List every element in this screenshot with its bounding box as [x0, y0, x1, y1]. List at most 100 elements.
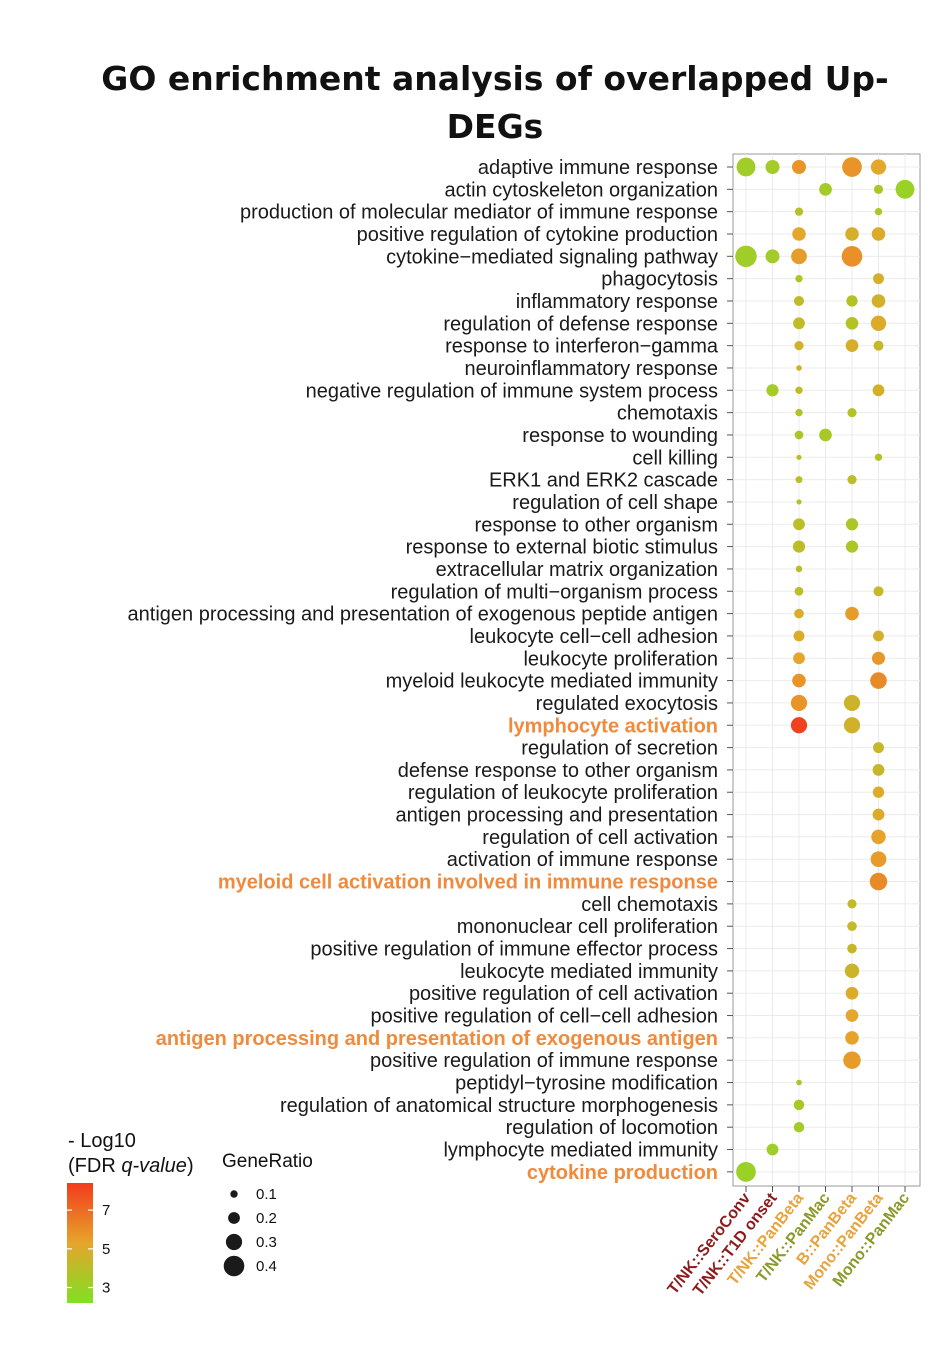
size-legend-label: 0.1	[256, 1186, 277, 1203]
dot	[796, 499, 802, 505]
chart-title: GO enrichment analysis of overlapped Up-…	[0, 55, 950, 151]
dot	[847, 475, 857, 485]
term-label: cell chemotaxis	[581, 894, 718, 916]
term-label: leukocyte cell−cell adhesion	[470, 626, 719, 648]
term-label: adaptive immune response	[478, 157, 718, 179]
term-label: myeloid cell activation involved in immu…	[218, 872, 718, 894]
dot	[795, 476, 803, 484]
term-label: peptidyl−tyrosine modification	[455, 1073, 718, 1095]
dot	[792, 540, 806, 553]
term-label: regulated exocytosis	[536, 693, 718, 715]
term-label: phagocytosis	[601, 269, 718, 291]
dot	[845, 518, 859, 531]
dot	[845, 227, 859, 241]
term-label: actin cytoskeleton organization	[445, 179, 719, 201]
dot	[873, 742, 884, 754]
term-label: leukocyte mediated immunity	[460, 961, 718, 983]
dot	[870, 851, 887, 868]
dot	[874, 453, 883, 461]
dot	[793, 652, 805, 665]
dot	[869, 872, 888, 891]
dot	[795, 408, 803, 417]
dot	[871, 651, 886, 665]
dot	[792, 227, 806, 241]
term-label: lymphocyte mediated immunity	[443, 1140, 718, 1162]
dot	[873, 273, 884, 285]
dot	[847, 943, 857, 954]
dot	[735, 245, 757, 268]
dot	[792, 160, 806, 174]
panel-border	[732, 153, 921, 1187]
dot	[793, 630, 805, 642]
size-legend-dot	[223, 1255, 245, 1277]
size-legend-title: GeneRatio	[222, 1151, 313, 1172]
term-label: activation of immune response	[447, 849, 718, 871]
dot	[790, 694, 808, 712]
dot	[792, 673, 806, 688]
dot	[791, 248, 807, 265]
color-scale-label: 5	[102, 1241, 110, 1258]
dot	[873, 340, 884, 351]
dot	[766, 384, 779, 397]
term-label: response to wounding	[522, 425, 718, 447]
term-label: regulation of secretion	[521, 738, 718, 760]
dot	[872, 786, 885, 798]
term-label: neuroinflammatory response	[465, 358, 718, 380]
size-legend-label: 0.2	[256, 1210, 277, 1227]
dot	[872, 764, 885, 776]
term-label: antigen processing and presentation of e…	[128, 604, 718, 626]
dot	[842, 157, 862, 177]
term-label: regulation of leukocyte proliferation	[408, 782, 718, 804]
dot	[873, 586, 884, 597]
term-label: chemotaxis	[617, 403, 718, 425]
term-label: production of molecular mediator of immu…	[240, 202, 718, 224]
term-label: cytokine−mediated signaling pathway	[386, 246, 718, 268]
color-scale-label: 3	[102, 1280, 110, 1297]
size-legend-dot	[230, 1190, 238, 1198]
dot	[843, 717, 861, 734]
dot	[794, 341, 804, 351]
dot	[845, 339, 859, 352]
term-label: inflammatory response	[516, 291, 718, 313]
dot	[736, 157, 756, 177]
dot	[794, 207, 804, 216]
dot	[845, 540, 859, 553]
term-label: regulation of cell shape	[512, 492, 718, 514]
dot	[843, 694, 861, 712]
dot	[793, 518, 805, 531]
term-label: antigen processing and presentation	[396, 805, 718, 827]
term-label: positive regulation of cytokine producti…	[357, 224, 718, 246]
dot	[796, 365, 802, 371]
term-label: negative regulation of immune system pro…	[306, 380, 718, 402]
term-label: antigen processing and presentation of e…	[156, 1028, 718, 1050]
dot	[793, 295, 805, 307]
dot	[873, 630, 884, 642]
dot	[845, 1009, 859, 1022]
dot	[794, 608, 804, 619]
dot	[845, 606, 859, 621]
dot	[794, 586, 804, 596]
legends: - Log10 (FDR q-value) 7 5 3 GeneRatio 0.1 0.2 0.…	[67, 1130, 313, 1303]
dot	[847, 899, 857, 909]
dot	[841, 246, 863, 267]
size-legend-dot	[225, 1233, 243, 1251]
dot	[871, 829, 886, 845]
dot	[795, 386, 803, 394]
size-legend-dot	[228, 1212, 240, 1224]
dot	[793, 1121, 805, 1133]
dot	[765, 160, 780, 174]
term-label: positive regulation of immune effector p…	[310, 939, 718, 961]
dot	[844, 963, 860, 979]
color-legend-title: - Log10	[68, 1130, 136, 1152]
term-label: response to other organism	[475, 514, 718, 536]
term-label: positive regulation of immune response	[370, 1050, 718, 1072]
dot	[870, 315, 887, 331]
dot	[794, 430, 804, 440]
term-label: defense response to other organism	[398, 760, 718, 782]
dots	[735, 157, 915, 1182]
dot	[795, 274, 803, 283]
term-label: regulation of locomotion	[506, 1117, 718, 1139]
dot	[843, 1051, 861, 1069]
dot	[847, 921, 857, 932]
